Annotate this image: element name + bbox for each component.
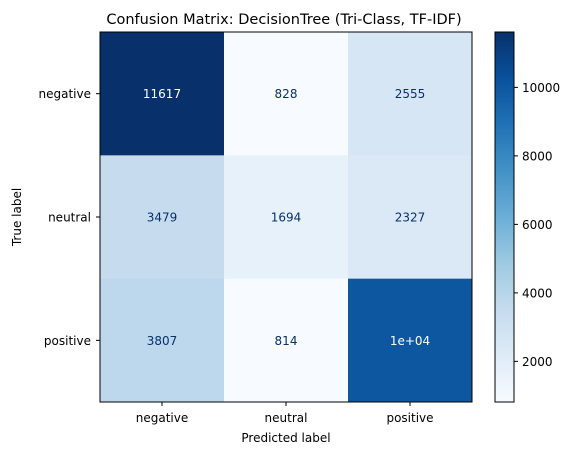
colorbar-tick-label: 6000 (522, 218, 553, 232)
y-tick-label: negative (39, 87, 91, 101)
colorbar (495, 32, 514, 402)
colorbar-tick-label: 4000 (522, 286, 553, 300)
chart-title: Confusion Matrix: DecisionTree (Tri-Clas… (106, 12, 461, 28)
x-axis-label: Predicted label (241, 431, 330, 445)
colorbar-tick-label: 10000 (522, 81, 560, 95)
y-tick-label: neutral (48, 211, 91, 225)
x-tick-label: neutral (265, 411, 308, 425)
cell-value-label: 814 (275, 334, 298, 348)
y-tick-label: positive (44, 334, 91, 348)
cell-value-label: 1694 (271, 211, 302, 225)
x-tick-label: negative (136, 411, 188, 425)
cell-value-label: 828 (275, 87, 298, 101)
y-axis-label: True label (10, 188, 24, 247)
cell-value-label: 3479 (147, 211, 178, 225)
cell-value-label: 2555 (395, 87, 426, 101)
colorbar-tick-label: 8000 (522, 149, 553, 163)
cell-value-label: 11617 (143, 87, 181, 101)
colorbar-tick-label: 2000 (522, 355, 553, 369)
cell-value-label: 3807 (147, 334, 178, 348)
x-tick-label: positive (386, 411, 433, 425)
cell-value-label: 1e+04 (390, 334, 430, 348)
cell-value-label: 2327 (395, 211, 426, 225)
